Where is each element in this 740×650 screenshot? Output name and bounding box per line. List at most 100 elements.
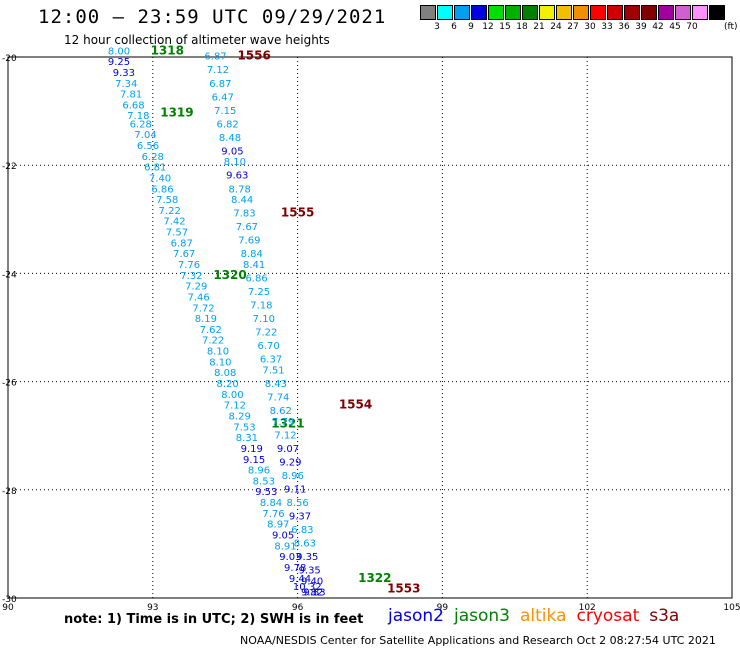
swh-point-label: 9.82 [301, 587, 323, 598]
swh-point-label: 7.40 [149, 173, 171, 184]
swh-point-label: 8.19 [195, 314, 217, 325]
swh-point-label: 7.53 [233, 422, 255, 433]
swh-point-label: 7.83 [233, 209, 255, 220]
swh-point-label: 7.25 [248, 287, 270, 298]
swh-point-label: 8.96 [248, 466, 270, 477]
swh-point-label: 6.86 [245, 274, 267, 285]
color-swatch [573, 5, 589, 20]
swh-point-label: 6.47 [212, 92, 234, 103]
y-tick-label: -28 [2, 487, 17, 497]
swh-point-label: 8.08 [214, 368, 236, 379]
swh-point-label: 9.53 [255, 487, 277, 498]
chart-title: 12:00 – 23:59 UTC 09/29/2021 [38, 6, 387, 28]
color-scale-tick: 45 [669, 22, 681, 32]
swh-point-label: 9.25 [108, 57, 130, 68]
swh-point-label: 8.78 [229, 184, 251, 195]
swh-point-label: 7.04 [134, 130, 156, 141]
color-scale-tick: 6 [451, 22, 457, 32]
swh-point-label: 7.69 [238, 236, 260, 247]
color-swatch [658, 5, 674, 20]
time-label: 1320 [213, 268, 246, 282]
swh-point-label: 8.29 [229, 411, 251, 422]
legend-mission-s3a: s3a [649, 606, 680, 626]
color-swatch [522, 5, 538, 20]
chart-axes: 90 93 96 99 102 105 -20 -22 -24 -26 -28 -30 [2, 54, 740, 613]
chart-grid [8, 57, 732, 598]
swh-point-label: 7.22 [202, 336, 224, 347]
swh-point-label: 8.48 [219, 133, 241, 144]
color-swatch [624, 5, 640, 20]
color-scale-tick: 15 [499, 22, 511, 32]
color-scale-tick: 18 [516, 22, 528, 32]
swh-point-label: 8.10 [209, 357, 231, 368]
chart-subtitle: 12 hour collection of altimeter wave hei… [64, 33, 330, 47]
swh-point-label: 9.35 [299, 566, 321, 577]
color-scale-unit: (ft) [724, 22, 738, 32]
swh-point-label: 7.67 [236, 222, 258, 233]
swh-point-label: 9.83 [303, 587, 325, 598]
chart-marks: 8.009.259.337.347.816.687.186.287.046.56… [108, 43, 421, 598]
x-tick-label: 102 [579, 603, 596, 613]
swh-point-label: 8.91 [274, 541, 296, 552]
swh-point-label: 7.79 [272, 417, 294, 428]
swh-point-label: 9.07 [277, 444, 299, 455]
time-label: 1322 [358, 571, 391, 585]
swh-point-label: 6.87 [171, 238, 193, 249]
swh-point-label: 8.44 [231, 195, 253, 206]
time-label: 1318 [151, 43, 184, 57]
color-swatch [471, 5, 487, 20]
color-scale-tick: 33 [601, 22, 613, 32]
swh-point-label: 8.84 [241, 249, 263, 260]
swh-point-label: 7.22 [255, 328, 277, 339]
color-swatch [437, 5, 453, 20]
time-label: 1321 [271, 417, 304, 431]
color-swatch [488, 5, 504, 20]
swh-point-label: 7.34 [115, 79, 137, 90]
color-scale-tick: 9 [468, 22, 474, 32]
y-tick-label: -24 [2, 270, 17, 280]
y-tick-label: -20 [2, 54, 17, 64]
color-swatch [454, 5, 470, 20]
swh-point-label: 8.20 [216, 379, 238, 390]
color-scale-tick: 42 [652, 22, 664, 32]
swh-point-label: 10.32 [293, 582, 322, 593]
swh-point-label: 6.28 [130, 119, 152, 130]
x-tick-label: 96 [292, 603, 304, 613]
swh-point-label: 7.51 [262, 365, 284, 376]
color-scale-tick: 36 [618, 22, 630, 32]
swh-point-label: 6.86 [151, 184, 173, 195]
swh-point-label: 7.29 [185, 282, 207, 293]
y-tick-label: -22 [2, 162, 17, 172]
swh-point-label: 6.28 [142, 152, 164, 163]
legend-mission-cryosat: cryosat [576, 606, 640, 626]
swh-point-label: 7.74 [267, 393, 289, 404]
x-tick-label: 99 [437, 603, 449, 613]
color-scale-tick: 3 [434, 22, 440, 32]
x-tick-label: 105 [723, 603, 740, 613]
swh-point-label: 7.10 [253, 314, 275, 325]
swh-point-label: 6.87 [209, 79, 231, 90]
swh-point-label: 9.33 [113, 68, 135, 79]
swh-point-label: 8.53 [253, 476, 275, 487]
swh-point-label: 9.44 [289, 574, 311, 585]
swh-point-label: 9.63 [226, 171, 248, 182]
swh-point-label: 7.42 [163, 217, 185, 228]
time-label: 1556 [237, 49, 270, 63]
swh-point-label: 9.40 [301, 576, 323, 587]
swh-point-label: 7.46 [188, 292, 210, 303]
swh-point-label: 9.15 [243, 455, 265, 466]
swh-point-label: 8.41 [243, 260, 265, 271]
swh-point-label: 9.11 [284, 485, 306, 496]
swh-point-label: 9.78 [284, 563, 306, 574]
color-swatch [505, 5, 521, 20]
swh-point-label: 8.56 [286, 498, 308, 509]
swh-point-label: 7.12 [207, 65, 229, 76]
x-tick-label: 90 [2, 603, 14, 613]
swh-point-label: 8.00 [221, 390, 243, 401]
swh-point-label: 7.12 [224, 401, 246, 412]
swh-point-label: 7.57 [166, 228, 188, 239]
swh-point-label: 8.63 [294, 539, 316, 550]
time-label: 1555 [281, 206, 314, 220]
swh-point-label: 9.05 [272, 530, 294, 541]
